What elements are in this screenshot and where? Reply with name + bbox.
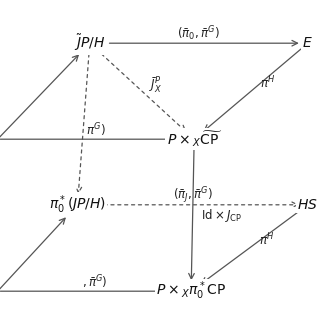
Text: $P\times_X\pi_0^*\mathrm{CP}$: $P\times_X\pi_0^*\mathrm{CP}$ [156, 280, 226, 302]
Text: $\bar{J}_X^P$: $\bar{J}_X^P$ [149, 75, 163, 95]
Text: $(\bar{\pi}_0,\bar{\pi}^G)$: $(\bar{\pi}_0,\bar{\pi}^G)$ [177, 24, 220, 43]
Text: $,\bar{\pi}^G)$: $,\bar{\pi}^G)$ [82, 274, 107, 291]
Text: $\pi^G)$: $\pi^G)$ [86, 122, 106, 139]
Text: $\mathrm{Id}\times J_{\mathrm{CP}}$: $\mathrm{Id}\times J_{\mathrm{CP}}$ [201, 207, 243, 224]
Text: $HS$: $HS$ [297, 198, 318, 212]
Text: $E$: $E$ [302, 36, 313, 50]
Text: $\pi_0^*(JP/H)$: $\pi_0^*(JP/H)$ [49, 194, 106, 216]
Text: $P\times_X\widetilde{\mathrm{CP}}$: $P\times_X\widetilde{\mathrm{CP}}$ [167, 129, 222, 149]
Text: $\pi^H$: $\pi^H$ [259, 232, 274, 248]
Text: $(\bar{\pi}_J,\bar{\pi}^G)$: $(\bar{\pi}_J,\bar{\pi}^G)$ [172, 186, 213, 206]
Text: $\pi^H$: $\pi^H$ [260, 75, 276, 92]
Text: $\widetilde{J}P/H$: $\widetilde{J}P/H$ [74, 33, 105, 53]
